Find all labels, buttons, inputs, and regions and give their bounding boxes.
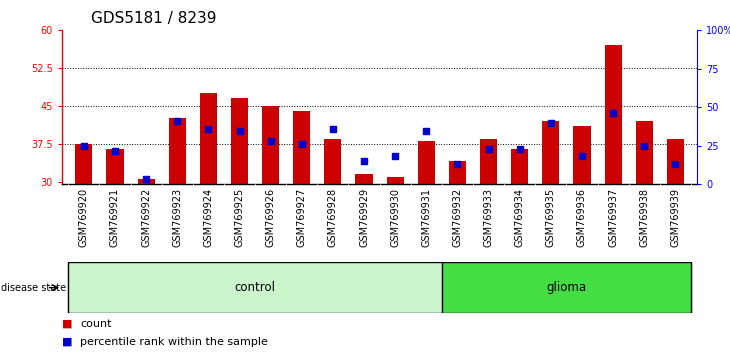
Bar [636,121,653,184]
Text: GSM769921: GSM769921 [110,188,120,247]
Text: GSM769923: GSM769923 [172,188,182,247]
Point [545,121,557,126]
Point [607,110,619,116]
Text: GSM769924: GSM769924 [204,188,213,247]
Point [140,176,152,182]
Point [327,126,339,131]
Bar [442,262,691,313]
Point [78,143,90,149]
Text: GSM769931: GSM769931 [421,188,431,247]
Text: GSM769933: GSM769933 [483,188,493,247]
Text: GSM769920: GSM769920 [79,188,89,247]
Text: GSM769926: GSM769926 [266,188,276,247]
Text: ■: ■ [62,319,72,329]
Text: GSM769935: GSM769935 [546,188,556,247]
Point [639,143,650,149]
Text: GSM769939: GSM769939 [670,188,680,247]
Point [110,148,121,154]
Text: GSM769936: GSM769936 [577,188,587,247]
Text: GSM769930: GSM769930 [390,188,400,247]
Bar [231,98,248,184]
Point [265,138,277,144]
Text: GDS5181 / 8239: GDS5181 / 8239 [91,11,217,25]
Point [296,141,307,147]
Bar [169,119,186,184]
Text: percentile rank within the sample: percentile rank within the sample [80,337,268,347]
Point [358,159,370,164]
Bar [200,93,217,184]
Text: count: count [80,319,112,329]
Bar [137,179,155,184]
Bar [262,106,279,184]
Text: GSM769932: GSM769932 [453,188,462,247]
Bar [324,139,342,184]
Bar [69,262,442,313]
Text: GSM769937: GSM769937 [608,188,618,247]
Bar [604,45,622,184]
Point [576,154,588,159]
Point [669,161,681,167]
Bar [75,144,93,184]
Text: GSM769922: GSM769922 [141,188,151,247]
Bar [511,149,529,184]
Point [420,128,432,134]
Bar [573,126,591,184]
Text: GSM769938: GSM769938 [639,188,649,247]
Point [514,146,526,152]
Bar [418,141,435,184]
Text: GSM769928: GSM769928 [328,188,338,247]
Text: GSM769929: GSM769929 [359,188,369,247]
Bar [542,121,559,184]
Text: GSM769925: GSM769925 [234,188,245,247]
Point [452,161,464,167]
Bar [69,262,691,313]
Point [483,146,494,152]
Bar [449,161,466,184]
Text: ■: ■ [62,337,72,347]
Text: control: control [234,281,275,294]
Bar [666,139,684,184]
Bar [293,111,310,184]
Bar [387,177,404,184]
Point [172,118,183,124]
Point [202,126,214,131]
Text: disease state: disease state [1,282,66,293]
Text: glioma: glioma [546,281,586,294]
Text: GSM769934: GSM769934 [515,188,525,247]
Bar [107,149,123,184]
Bar [356,174,372,184]
Point [389,154,401,159]
Text: GSM769927: GSM769927 [297,188,307,247]
Point [234,128,245,134]
Bar [480,139,497,184]
